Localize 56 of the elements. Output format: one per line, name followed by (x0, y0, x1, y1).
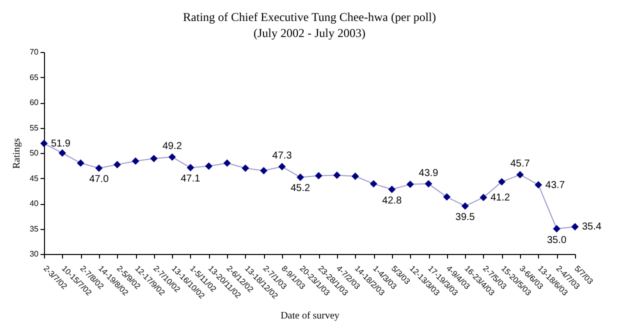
data-label: 47.3 (272, 150, 292, 162)
data-label: 51.9 (51, 138, 71, 150)
data-label: 47.0 (89, 174, 110, 186)
point (260, 166, 268, 174)
point (186, 164, 194, 172)
data-label: 35.4 (582, 222, 602, 233)
data-label: 45.2 (290, 183, 311, 194)
point (168, 153, 176, 161)
point (132, 157, 140, 165)
y-tick-label: 60 (30, 98, 40, 107)
data-label: 35.0 (546, 234, 567, 246)
point (352, 172, 359, 180)
point (114, 160, 121, 168)
point (534, 181, 542, 189)
data-label: 41.2 (490, 192, 510, 204)
x-axis-title: Date of survey (280, 310, 340, 322)
point (150, 154, 158, 162)
point (480, 194, 488, 202)
point (314, 172, 322, 180)
chart-title: Rating of Chief Executive Tung Chee-hwa (per poll) (183, 10, 436, 24)
point (552, 225, 560, 232)
data-label: 42.8 (382, 195, 402, 206)
y-tick-label: 70 (30, 48, 40, 56)
data-label: 43.7 (545, 180, 566, 191)
point (296, 174, 304, 181)
point (516, 171, 524, 178)
y-tick-label: 45 (30, 174, 40, 183)
point (40, 140, 48, 148)
data-label: 49.2 (162, 141, 182, 152)
y-tick-label: 40 (30, 199, 40, 208)
point (242, 164, 250, 172)
data-label: 47.1 (180, 174, 201, 185)
y-tick-label: 65 (30, 72, 40, 82)
y-tick-label: 30 (30, 250, 40, 258)
point (223, 159, 231, 167)
point (443, 193, 451, 201)
point (95, 164, 103, 172)
y-axis-title: Ratings (12, 138, 23, 169)
point (424, 180, 432, 188)
point (370, 180, 378, 188)
y-tick-label: 55 (30, 123, 40, 132)
point (58, 149, 66, 157)
data-label: 39.5 (455, 212, 476, 224)
point (278, 162, 286, 170)
point (205, 162, 212, 170)
point (406, 180, 414, 188)
point (461, 202, 469, 210)
point (498, 178, 506, 186)
chart-subtitle: (July 2002 - July 2003) (254, 26, 366, 40)
data-label: 43.9 (418, 168, 439, 179)
point (388, 186, 396, 194)
data-label: 45.7 (510, 158, 530, 170)
y-tick-label: 35 (30, 224, 40, 234)
y-tick-label: 50 (30, 148, 40, 158)
point (76, 159, 84, 167)
point (333, 172, 341, 179)
